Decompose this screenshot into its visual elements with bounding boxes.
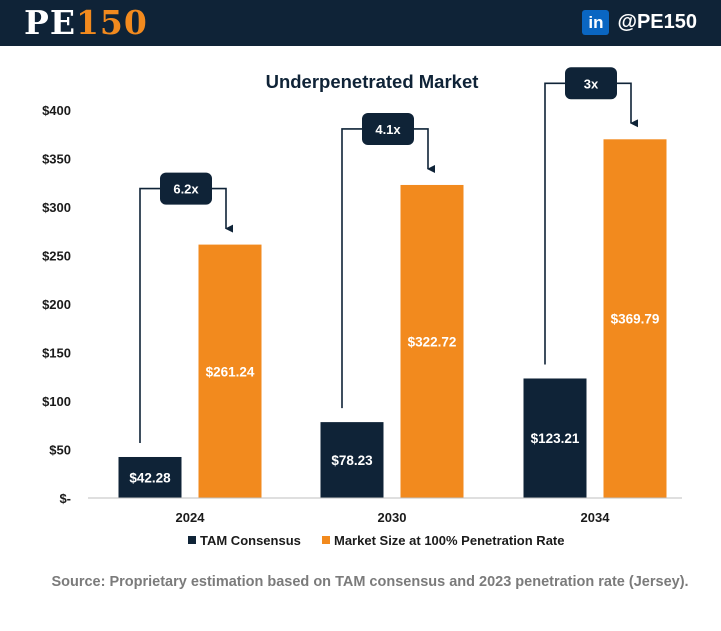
bar-market-2024 bbox=[198, 244, 262, 498]
y-axis: $- $50 $100 $150 $200 $250 $300 $350 $400 bbox=[42, 103, 71, 506]
legend-swatch-tam bbox=[188, 536, 196, 544]
pe150-logo: PE150 bbox=[24, 4, 148, 42]
legend-label: Market Size at 100% Penetration Rate bbox=[334, 533, 564, 548]
multiple-badge-2034 bbox=[565, 67, 617, 100]
x-axis: 2024 2030 2034 bbox=[88, 497, 682, 525]
bar-value-label: $369.79 bbox=[611, 312, 660, 327]
logo-prefix: PE bbox=[24, 3, 76, 42]
social-handle[interactable]: in @PE150 bbox=[582, 9, 697, 35]
multiple-label: 4.1x bbox=[375, 122, 401, 137]
bar-value-label: $42.28 bbox=[129, 470, 171, 485]
legend-swatch-market bbox=[322, 536, 330, 544]
bar-value-label: $261.24 bbox=[206, 364, 255, 379]
bar-market-2030 bbox=[400, 184, 464, 498]
bar-value-label: $123.21 bbox=[531, 431, 580, 446]
multiple-connectors: 6.2x 4.1x 3x bbox=[139, 67, 638, 443]
chart-title: Underpenetrated Market bbox=[266, 71, 479, 92]
header-bar: PE150 in @PE150 bbox=[0, 0, 721, 46]
source-note: Source: Proprietary estimation based on … bbox=[51, 574, 689, 590]
x-tick-label: 2024 bbox=[176, 510, 206, 525]
y-tick-label: $150 bbox=[42, 346, 71, 361]
bar-tam-2024 bbox=[118, 456, 182, 498]
legend: TAM Consensus Market Size at 100% Penetra… bbox=[188, 533, 564, 548]
multiple-badge-2030 bbox=[362, 112, 414, 145]
multiple-badge-2024 bbox=[160, 172, 212, 205]
bar-value-label: $322.72 bbox=[408, 334, 457, 349]
bar-market-2034 bbox=[603, 139, 667, 498]
y-tick-label: $200 bbox=[42, 297, 71, 312]
linkedin-icon: in bbox=[582, 9, 610, 35]
y-tick-label: $300 bbox=[42, 200, 71, 215]
y-tick-label: $400 bbox=[42, 103, 71, 118]
y-tick-label: $350 bbox=[42, 152, 71, 167]
x-tick-label: 2030 bbox=[378, 510, 407, 525]
bar-tam-2034 bbox=[523, 378, 587, 498]
handle-text: @PE150 bbox=[617, 10, 697, 33]
bars: $42.28 $261.24 $78.23 $322.72 $123.21 $369.79 bbox=[118, 139, 667, 498]
bar-tam-2030 bbox=[320, 422, 384, 498]
y-tick-label: $100 bbox=[42, 394, 71, 409]
multiple-label: 6.2x bbox=[173, 182, 199, 197]
bar-value-label: $78.23 bbox=[331, 453, 373, 468]
x-tick-label: 2034 bbox=[581, 510, 611, 525]
multiple-label: 3x bbox=[584, 76, 599, 91]
y-tick-label: $250 bbox=[42, 249, 71, 264]
y-tick-label: $- bbox=[59, 491, 71, 506]
bar-chart: Underpenetrated Market $- $50 $100 $150 $200… bbox=[42, 67, 682, 548]
legend-label: TAM Consensus bbox=[200, 533, 301, 548]
y-tick-label: $50 bbox=[49, 443, 71, 458]
logo-number: 150 bbox=[75, 3, 148, 42]
